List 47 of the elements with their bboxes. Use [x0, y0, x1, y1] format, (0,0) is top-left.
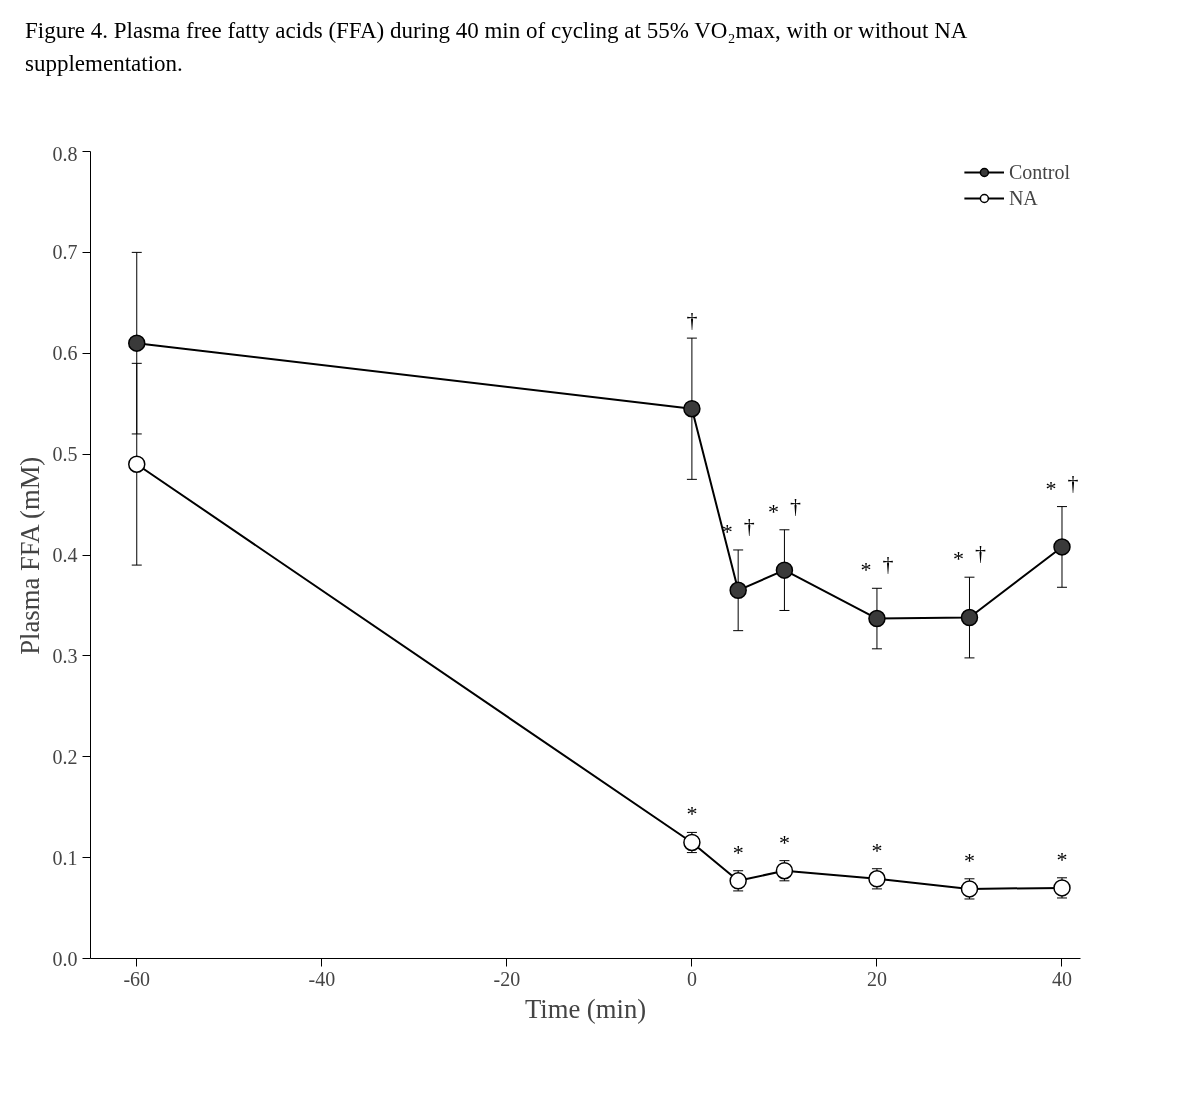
annotation: * — [732, 839, 744, 865]
y-tick-label: 0.6 — [52, 341, 78, 364]
y-tick-label: 0.0 — [52, 947, 78, 970]
x-tick-label: -20 — [493, 967, 521, 990]
y-tick-label: 0.2 — [52, 745, 78, 768]
annotation: † — [686, 306, 698, 332]
x-tick-label: -60 — [123, 967, 151, 990]
x-tick-label: 40 — [1052, 967, 1072, 990]
x-tick-label: -40 — [308, 967, 336, 990]
point — [775, 861, 794, 880]
chart-title: Figure 4. Plasma free fatty acids (FFA) during 40 min of cycling at 55% VO₂max, with or without NA supplementation. — [25, 17, 968, 78]
annotation: * — [871, 837, 883, 863]
y-tick-label: 0.5 — [52, 442, 78, 465]
point — [960, 608, 979, 626]
y-tick-label: 0.7 — [52, 241, 78, 264]
point — [868, 609, 886, 627]
annotation: † — [789, 492, 801, 518]
annotation: * — [963, 847, 975, 873]
y-tick-label: 0.3 — [52, 644, 78, 667]
point — [960, 879, 979, 898]
annotation: * — [686, 801, 698, 827]
annotation: * — [1045, 475, 1057, 501]
annotation: * — [860, 556, 872, 582]
y-tick-label: 0.8 — [52, 142, 78, 165]
annotation: † — [1067, 469, 1079, 495]
point — [128, 455, 146, 473]
point — [1053, 537, 1071, 556]
legend-label: Control — [1008, 160, 1070, 184]
x-axis-title: Time (min) — [524, 993, 647, 1024]
y-tick-label: 0.1 — [52, 846, 78, 869]
point — [128, 334, 146, 352]
point — [729, 581, 747, 599]
annotation: * — [1056, 846, 1068, 872]
x-tick-label: 0 — [686, 967, 697, 990]
annotation: * — [721, 518, 733, 544]
annotation: * — [767, 498, 779, 524]
y-axis-title: Plasma FFA (mM) — [14, 456, 45, 655]
annotation: † — [743, 512, 755, 538]
annotation: * — [778, 829, 790, 855]
point — [775, 561, 794, 579]
annotation: * — [952, 545, 964, 571]
annotation: † — [974, 539, 986, 565]
point — [683, 399, 701, 418]
legend-label: NA — [1008, 186, 1038, 210]
x-tick-label: 20 — [866, 967, 887, 990]
y-tick-label: 0.4 — [52, 543, 78, 566]
annotation: † — [882, 550, 894, 576]
